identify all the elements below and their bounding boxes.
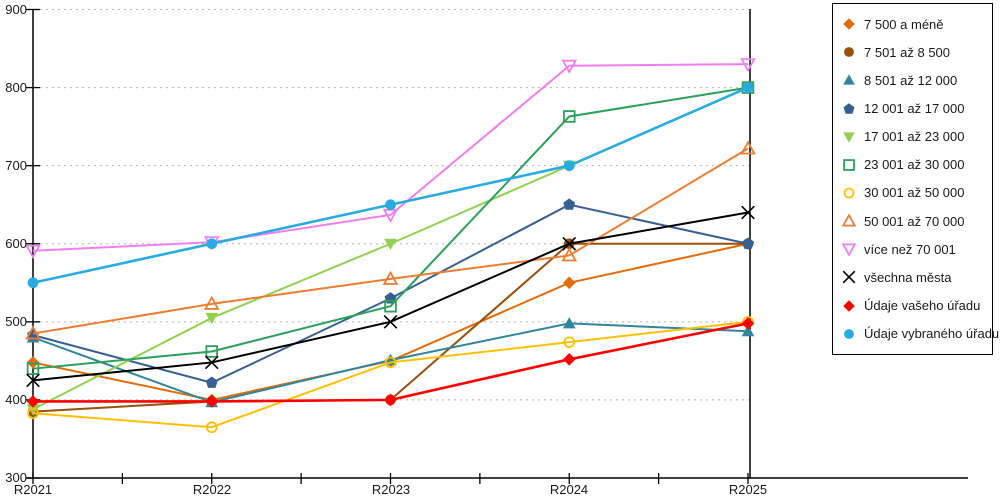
- legend-item: 8 501 až 12 000: [841, 68, 992, 92]
- triangle-down-open-marker-icon: [841, 243, 857, 257]
- triangle-open-marker-icon: [841, 213, 857, 227]
- legend-item: Údaje vybraného úřadu: [841, 322, 999, 346]
- legend-label: více než 70 001: [864, 241, 956, 257]
- legend-label: 7 501 až 8 500: [864, 44, 951, 60]
- legend-label: 8 501 až 12 000: [864, 72, 958, 88]
- diamond-marker-icon: [843, 299, 855, 312]
- pentagon-marker-icon: [843, 102, 855, 114]
- legend-item: Údaje vašeho úřadu: [841, 294, 992, 318]
- legend-item: 12 001 až 17 000: [841, 97, 992, 121]
- legend-label: 7 500 a méně: [864, 16, 944, 32]
- legend-item: 17 001 až 23 000: [841, 125, 992, 149]
- legend-label: 30 001 až 50 000: [864, 185, 965, 201]
- legend-item: 30 001 až 50 000: [841, 181, 992, 205]
- legend-label: 50 001 až 70 000: [864, 213, 965, 229]
- x-axis-tick-label: R2023: [371, 482, 411, 497]
- triangle-marker-icon: [843, 74, 855, 86]
- y-axis-tick-label: 500: [5, 314, 27, 329]
- x-axis-tick-label: R2022: [192, 482, 232, 497]
- legend-item: 7 500 a méně: [841, 12, 992, 36]
- legend-item: více než 70 001: [841, 237, 992, 261]
- triangle-down-marker-icon: [843, 132, 855, 143]
- legend-label: 17 001 až 23 000: [864, 129, 965, 145]
- legend-item: 7 501 až 8 500: [841, 40, 992, 64]
- circle-marker-icon: [844, 328, 854, 339]
- y-axis-tick-label: 900: [5, 2, 27, 17]
- legend-label: Údaje vybraného úřadu: [864, 326, 1000, 342]
- legend-item: všechna města: [841, 265, 992, 289]
- y-axis-tick-label: 600: [5, 236, 27, 251]
- circle-open-marker-icon: [843, 187, 855, 199]
- legend-label: všechna města: [864, 269, 952, 285]
- legend-item: 23 001 až 30 000: [841, 153, 992, 177]
- chart-legend: 7 500 a méně 7 501 až 8 500 8 501 až 12 …: [832, 3, 999, 355]
- x-axis-tick-label: R2024: [549, 482, 589, 497]
- legend-label: 23 001 až 30 000: [864, 157, 965, 173]
- square-open-marker-icon: [843, 159, 855, 171]
- x-marker-icon: [842, 271, 856, 284]
- legend-item: 50 001 až 70 000: [841, 209, 992, 233]
- legend-label: Údaje vašeho úřadu: [864, 298, 981, 314]
- y-axis-tick-label: 700: [5, 158, 27, 173]
- x-axis-tick-label: R2021: [13, 482, 53, 497]
- circle-marker-icon: [844, 47, 854, 58]
- legend-label: 12 001 až 17 000: [864, 101, 965, 117]
- y-axis-tick-label: 400: [5, 392, 27, 407]
- x-axis-tick-label: R2025: [728, 482, 768, 497]
- y-axis-tick-label: 800: [5, 80, 27, 95]
- diamond-marker-icon: [843, 18, 855, 30]
- y-axis-tick-label: 300: [5, 470, 27, 485]
